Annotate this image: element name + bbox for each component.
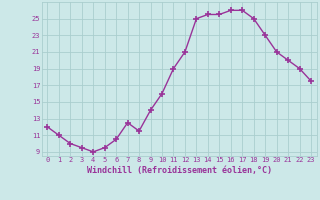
X-axis label: Windchill (Refroidissement éolien,°C): Windchill (Refroidissement éolien,°C) bbox=[87, 166, 272, 175]
